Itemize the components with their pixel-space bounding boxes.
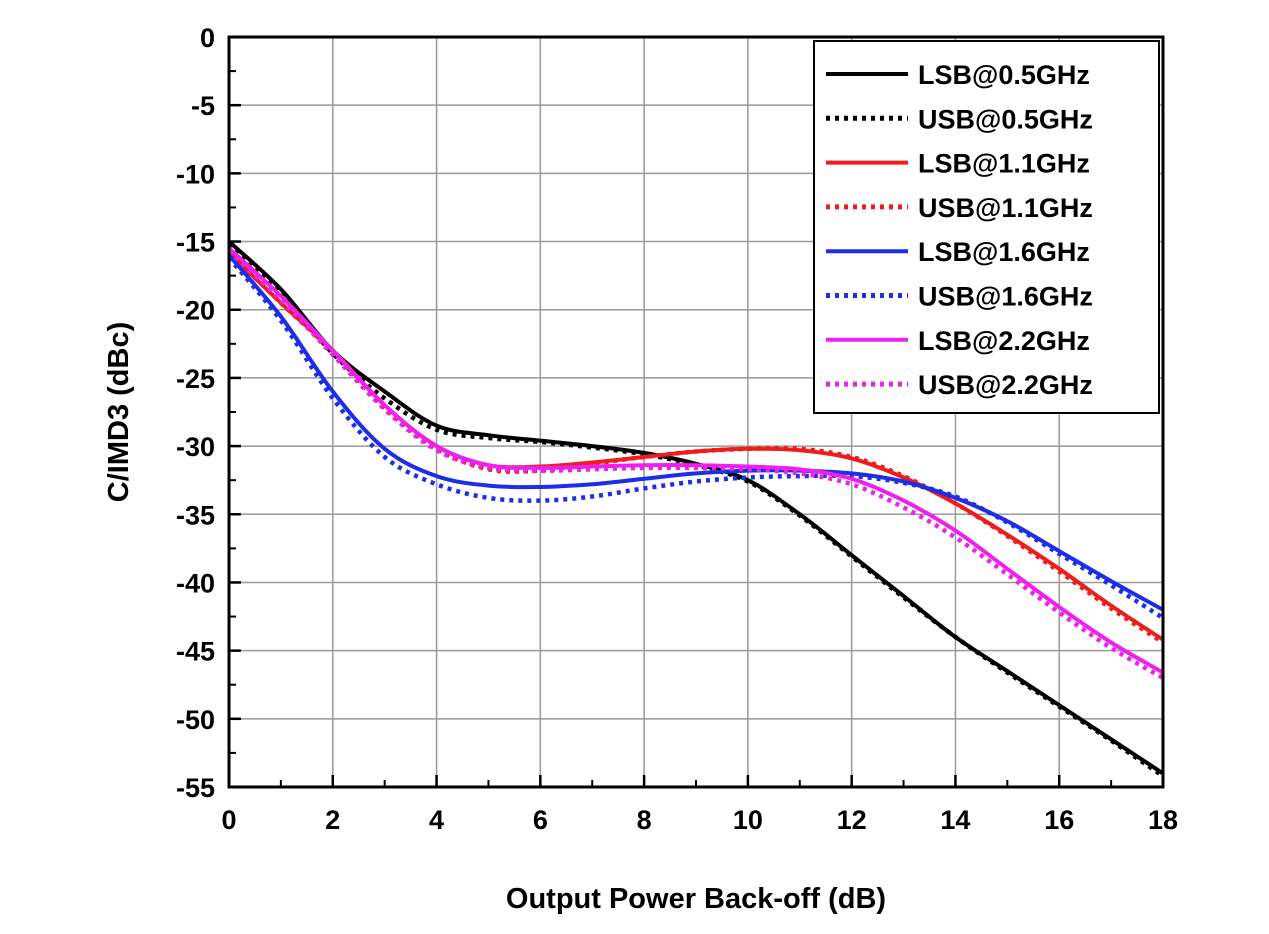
legend-label: USB@0.5GHz [918, 104, 1093, 134]
x-axis-label: Output Power Back-off (dB) [506, 883, 886, 915]
y-tick-label: -35 [176, 500, 215, 530]
legend: LSB@0.5GHz USB@0.5GHz LSB@1.1GHz USB@1.1GHz… [813, 40, 1160, 414]
legend-label: USB@1.1GHz [918, 193, 1093, 223]
x-tick-label: 16 [1044, 805, 1074, 835]
plot-series [227, 240, 1165, 778]
y-tick-label: -40 [176, 568, 215, 598]
y-axis-label: C/IMD3 (dBc) [103, 322, 135, 502]
x-tick-label: 6 [533, 805, 548, 835]
y-tick-label: 0 [200, 23, 215, 53]
ticks: 0 2 4 6 8 10 12 14 16 18 0 -5 -10 -15 -20 -25 -30 -35 -40 -… [176, 23, 1178, 835]
x-tick-label: 4 [429, 805, 444, 835]
y-tick-label: -5 [191, 91, 215, 121]
x-tick-label: 0 [221, 805, 236, 835]
series-line-usb-1-6ghz [227, 256, 1165, 620]
y-tick-label: -45 [176, 637, 215, 667]
x-tick-label: 14 [940, 805, 970, 835]
y-tick-label: -10 [176, 159, 215, 189]
y-tick-label: -25 [176, 364, 215, 394]
x-tick-label: 2 [325, 805, 340, 835]
y-tick-label: -30 [176, 432, 215, 462]
legend-label: LSB@0.5GHz [918, 60, 1090, 90]
legend-label: LSB@1.6GHz [918, 237, 1090, 267]
legend-label: USB@1.6GHz [918, 282, 1093, 312]
legend-label: USB@2.2GHz [918, 370, 1093, 400]
legend-label: LSB@1.1GHz [918, 149, 1090, 179]
y-tick-label: -55 [176, 773, 215, 803]
x-tick-label: 12 [837, 805, 867, 835]
legend-label: LSB@2.2GHz [918, 326, 1090, 356]
y-tick-label: -50 [176, 705, 215, 735]
x-tick-label: 10 [733, 805, 763, 835]
x-tick-label: 18 [1148, 805, 1178, 835]
series-line-lsb-2-2ghz [227, 246, 1165, 675]
legend-box [813, 40, 1160, 414]
y-tick-label: -15 [176, 228, 215, 258]
y-tick-label: -20 [176, 296, 215, 326]
x-tick-label: 8 [637, 805, 652, 835]
